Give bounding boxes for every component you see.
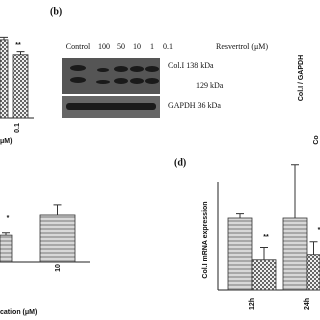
lane-label: 10	[133, 42, 141, 51]
band-label: Col.I 138 kDa	[168, 61, 214, 70]
error-bar	[291, 164, 299, 218]
significance: **	[263, 234, 269, 241]
error-bar	[53, 204, 62, 215]
band-label: GAPDH 36 kDa	[168, 101, 221, 110]
significance: *	[7, 215, 10, 222]
bar	[39, 214, 76, 263]
x-tick-label: 24h	[304, 298, 311, 310]
lane-label: Control	[66, 42, 91, 51]
x-axis-label: cation (μM)	[0, 309, 37, 316]
error-bar	[260, 247, 268, 260]
bar	[0, 39, 9, 119]
bar	[282, 217, 308, 291]
bar	[251, 259, 277, 291]
bar	[227, 217, 253, 291]
significance: **	[15, 42, 21, 49]
error-bar	[16, 51, 25, 55]
error-bar	[0, 36, 8, 40]
y-axis-label: Col.I / GAPDH	[298, 55, 305, 101]
bar	[0, 234, 13, 263]
y-axis-label: Col.I mRNA expression	[202, 201, 209, 278]
band-label: 129 kDa	[196, 81, 224, 90]
lane-label: 1	[150, 42, 154, 51]
panel-label: (b)	[50, 6, 62, 17]
treatment-label: Resvertrol (μM)	[216, 42, 268, 51]
lane-label: 100	[98, 42, 110, 51]
blot	[62, 58, 160, 118]
lane-label: 0.1	[163, 42, 173, 51]
x-axis-label: μM)	[0, 138, 12, 145]
x-tick-label: 12h	[249, 298, 256, 310]
panel-label: (d)	[174, 157, 186, 168]
bar	[306, 254, 320, 291]
bar	[12, 54, 29, 119]
error-bar	[2, 232, 10, 236]
error-bar	[236, 213, 244, 218]
error-bar	[309, 241, 318, 255]
lane-label: 50	[117, 42, 125, 51]
x-tick-label: 10	[55, 264, 62, 272]
x-tick-label: 0.1	[14, 123, 21, 133]
significance: *	[318, 227, 320, 234]
x-axis-label: Co	[313, 135, 320, 144]
